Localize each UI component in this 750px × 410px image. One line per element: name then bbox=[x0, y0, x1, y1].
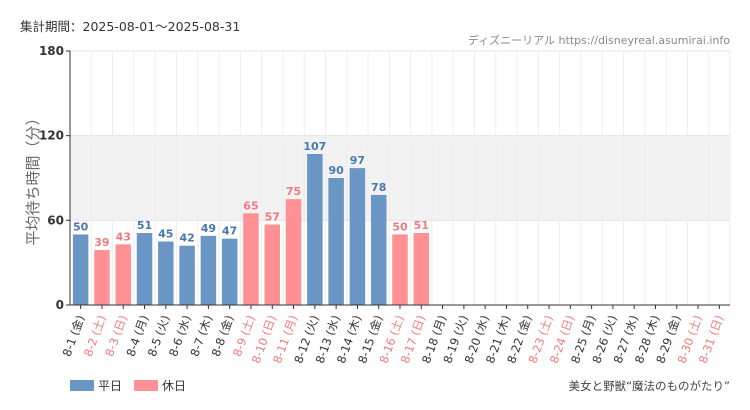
bar bbox=[94, 249, 110, 305]
bar bbox=[370, 194, 387, 305]
gridlines bbox=[69, 50, 731, 305]
data-label: 50 bbox=[392, 220, 408, 233]
y-tick-label: 60 bbox=[47, 213, 64, 227]
y-tick-label: 180 bbox=[39, 44, 64, 58]
bar bbox=[243, 213, 259, 305]
bar bbox=[307, 154, 323, 305]
bar bbox=[349, 168, 366, 305]
data-label: 75 bbox=[286, 185, 301, 198]
legend-swatch-weekday bbox=[70, 380, 94, 391]
y-tick-label: 0 bbox=[56, 298, 64, 312]
x-tick-labels: 8-1 (金)8-2 (土)8-3 (日)8-4 (月)8-5 (火)8-6 (… bbox=[60, 305, 726, 365]
data-label: 51 bbox=[137, 219, 152, 232]
y-tick-labels: 0 60 120 180 bbox=[39, 44, 70, 312]
data-label: 49 bbox=[201, 222, 216, 235]
bar bbox=[264, 224, 281, 305]
y-axis-title: 平均待ち時間（分） bbox=[24, 110, 42, 245]
data-label: 45 bbox=[158, 228, 173, 241]
data-label: 65 bbox=[243, 199, 258, 212]
legend: 平日 休日 bbox=[70, 379, 186, 393]
credit-label: ディズニーリアル https://disneyreal.asumirai.inf… bbox=[468, 33, 730, 47]
data-label: 39 bbox=[94, 236, 109, 249]
data-label: 50 bbox=[73, 220, 89, 233]
data-label: 51 bbox=[414, 219, 429, 232]
data-label: 47 bbox=[222, 225, 237, 238]
bar bbox=[179, 245, 195, 305]
bar bbox=[328, 178, 344, 305]
bar bbox=[72, 234, 89, 305]
legend-swatch-holiday bbox=[134, 380, 158, 391]
bar bbox=[221, 238, 238, 305]
bars bbox=[72, 154, 430, 305]
bar bbox=[115, 244, 131, 305]
legend-label-weekday: 平日 bbox=[98, 379, 122, 393]
data-label: 42 bbox=[179, 232, 194, 245]
data-label: 107 bbox=[303, 140, 326, 153]
y-tick-label: 120 bbox=[39, 129, 64, 143]
data-label: 78 bbox=[371, 181, 386, 194]
bar bbox=[158, 241, 174, 305]
bar bbox=[413, 233, 430, 305]
data-label: 57 bbox=[265, 211, 280, 224]
data-label: 43 bbox=[116, 230, 131, 243]
data-label: 97 bbox=[350, 154, 365, 167]
data-label: 90 bbox=[328, 164, 344, 177]
attraction-name: 美女と野獣“魔法のものがたり” bbox=[569, 379, 730, 393]
bar bbox=[200, 235, 217, 305]
plot-background bbox=[70, 135, 730, 221]
bar bbox=[136, 233, 153, 305]
bar bbox=[285, 199, 302, 305]
period-label: 集計期間：2025-08-01～2025-08-31 bbox=[20, 19, 240, 34]
shaded-band bbox=[70, 135, 730, 221]
bar bbox=[392, 234, 408, 305]
legend-label-holiday: 休日 bbox=[162, 379, 186, 393]
